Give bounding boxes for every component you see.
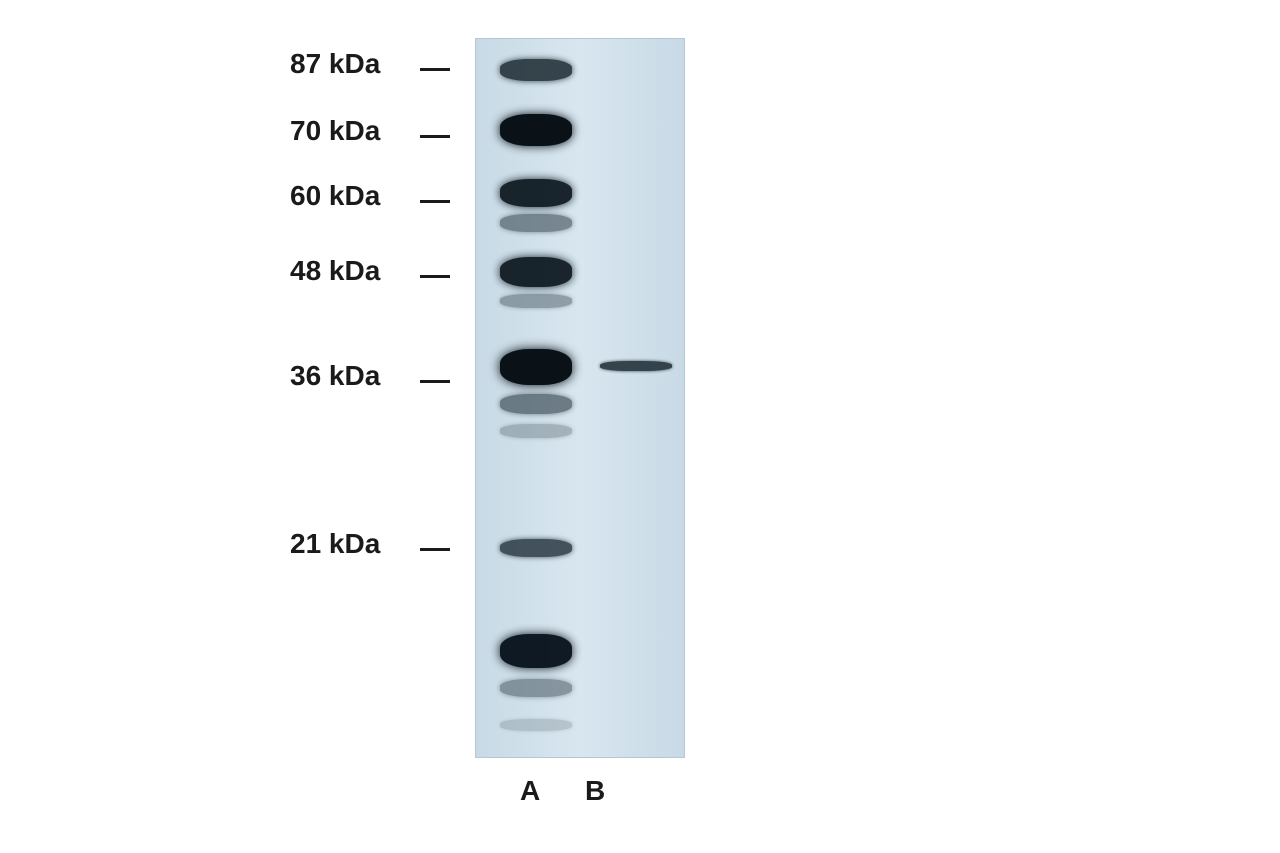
western-blot-figure: 87 kDa 70 kDa 60 kDa 48 kDa 36 kDa 21 kDa A B <box>290 30 850 830</box>
band-lane-a-3 <box>500 214 572 232</box>
lane-a <box>491 39 581 757</box>
marker-label-3: 48 kDa <box>290 255 380 287</box>
blot-membrane <box>475 38 685 758</box>
lane-b-label: B <box>585 775 605 807</box>
band-lane-a-5 <box>500 294 572 308</box>
band-lane-a-4 <box>500 257 572 287</box>
marker-label-4: 36 kDa <box>290 360 380 392</box>
marker-label-1: 70 kDa <box>290 115 380 147</box>
band-lane-b-0 <box>600 361 672 371</box>
band-lane-a-2 <box>500 179 572 207</box>
marker-tick-2 <box>420 200 450 203</box>
lane-b <box>591 39 681 757</box>
marker-tick-3 <box>420 275 450 278</box>
marker-tick-0 <box>420 68 450 71</box>
band-lane-a-6 <box>500 349 572 385</box>
band-lane-a-0 <box>500 59 572 81</box>
lane-a-label: A <box>520 775 540 807</box>
band-lane-a-1 <box>500 114 572 146</box>
marker-tick-1 <box>420 135 450 138</box>
marker-tick-4 <box>420 380 450 383</box>
marker-label-5: 21 kDa <box>290 528 380 560</box>
band-lane-a-10 <box>500 634 572 668</box>
band-lane-a-8 <box>500 424 572 438</box>
band-lane-a-12 <box>500 719 572 731</box>
marker-label-2: 60 kDa <box>290 180 380 212</box>
marker-label-0: 87 kDa <box>290 48 380 80</box>
band-lane-a-7 <box>500 394 572 414</box>
band-lane-a-11 <box>500 679 572 697</box>
marker-tick-5 <box>420 548 450 551</box>
band-lane-a-9 <box>500 539 572 557</box>
